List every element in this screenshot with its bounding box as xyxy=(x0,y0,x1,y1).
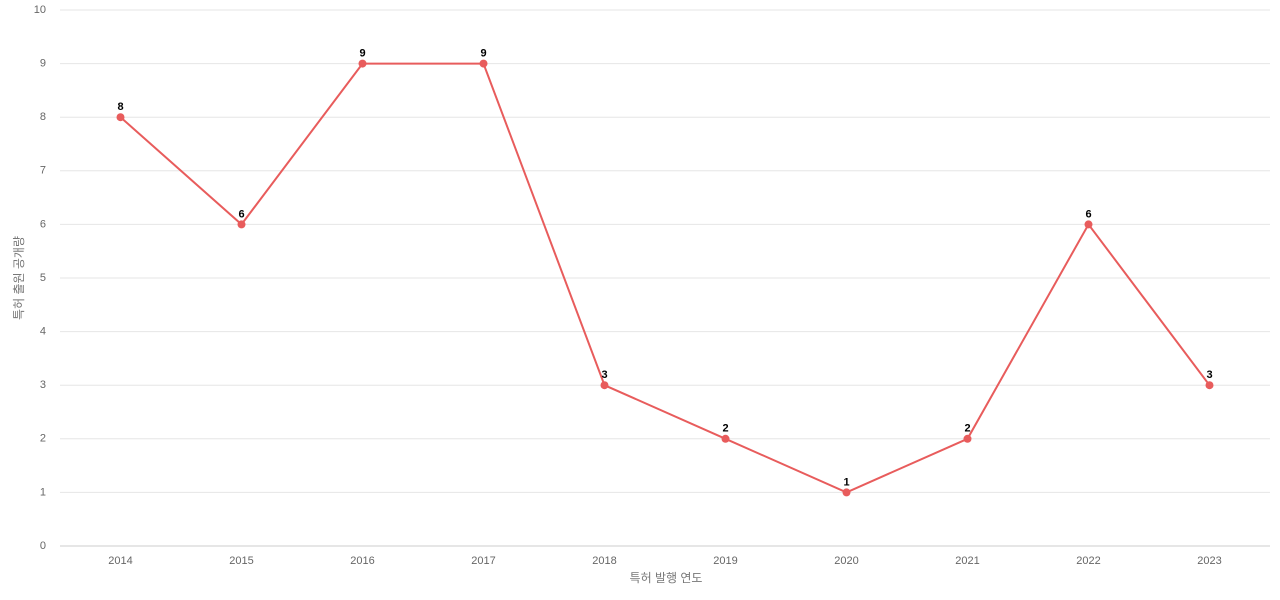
data-label: 9 xyxy=(359,48,365,60)
point xyxy=(600,381,609,390)
y-tick-label: 3 xyxy=(40,379,46,391)
y-tick-label: 8 xyxy=(40,111,46,123)
data-label: 2 xyxy=(722,423,728,435)
x-axis-title: 특허 발행 연도 xyxy=(630,570,703,585)
y-tick-label: 6 xyxy=(40,218,46,230)
point xyxy=(963,434,972,443)
x-tick-label: 2023 xyxy=(1197,555,1221,567)
data-label: 6 xyxy=(238,208,244,220)
y-axis-title: 특허 출원 공개량 xyxy=(12,236,26,320)
y-tick-label: 7 xyxy=(40,165,46,177)
data-label: 3 xyxy=(601,369,607,381)
point xyxy=(116,113,125,122)
x-tick-label: 2019 xyxy=(713,555,737,567)
y-tick-label: 9 xyxy=(40,58,46,70)
x-tick-label: 2021 xyxy=(955,555,979,567)
data-label: 9 xyxy=(480,48,486,60)
x-tick-label: 2022 xyxy=(1076,555,1100,567)
point xyxy=(1084,220,1093,229)
x-tick-label: 2015 xyxy=(229,555,253,567)
point xyxy=(842,488,851,497)
x-tick-label: 2016 xyxy=(350,555,374,567)
y-tick-label: 4 xyxy=(40,326,46,338)
data-label: 6 xyxy=(1085,208,1091,220)
point xyxy=(1205,381,1214,390)
data-label: 8 xyxy=(117,101,123,113)
x-tick-label: 2017 xyxy=(471,555,495,567)
x-tick-label: 2020 xyxy=(834,555,858,567)
point xyxy=(237,220,246,229)
data-label: 2 xyxy=(964,423,970,435)
y-tick-label: 5 xyxy=(40,272,46,284)
x-tick-label: 2018 xyxy=(592,555,616,567)
y-tick-label: 0 xyxy=(40,540,46,552)
point xyxy=(358,59,367,68)
line xyxy=(119,62,1211,494)
data-label: 3 xyxy=(1206,369,1212,381)
y-tick-label: 2 xyxy=(40,433,46,445)
y-tick-label: 10 xyxy=(34,4,46,16)
data-label: 1 xyxy=(843,476,849,488)
point xyxy=(479,59,488,68)
y-tick-label: 1 xyxy=(40,486,46,498)
x-tick-label: 2014 xyxy=(108,555,132,567)
point xyxy=(721,434,730,443)
